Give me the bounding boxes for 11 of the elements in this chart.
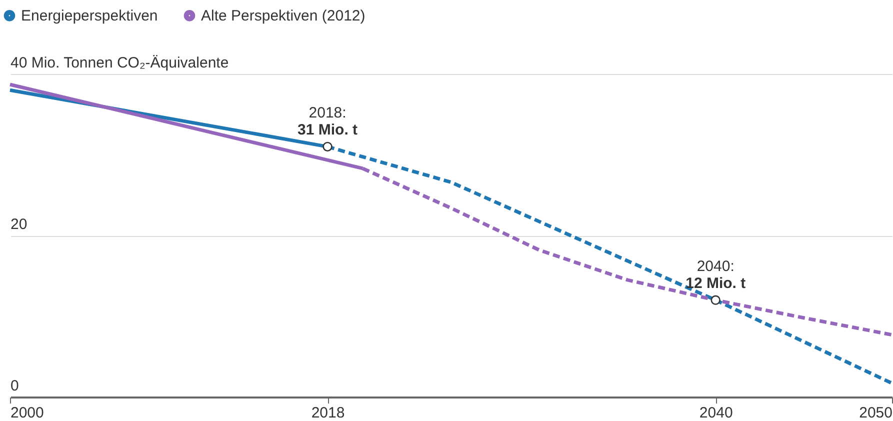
legend-label: Energieperspektiven	[21, 8, 158, 25]
annotation: 2018: 31 Mio. t	[298, 104, 358, 139]
annotation: 2040: 12 Mio. t	[686, 258, 746, 292]
x-tick-label: 2040	[699, 404, 733, 421]
x-tick-label: 2050	[859, 404, 892, 421]
y-tick-label: 0	[10, 378, 19, 394]
y-tick-label: 20	[10, 216, 28, 233]
x-tick-label: 2018	[311, 404, 345, 421]
legend-label: Alte Perspektiven (2012)	[201, 8, 366, 25]
x-tick-label: 2000	[10, 404, 44, 421]
y-tick-label: 40 Mio. Tonnen CO₂-Äquivalente	[10, 54, 229, 72]
